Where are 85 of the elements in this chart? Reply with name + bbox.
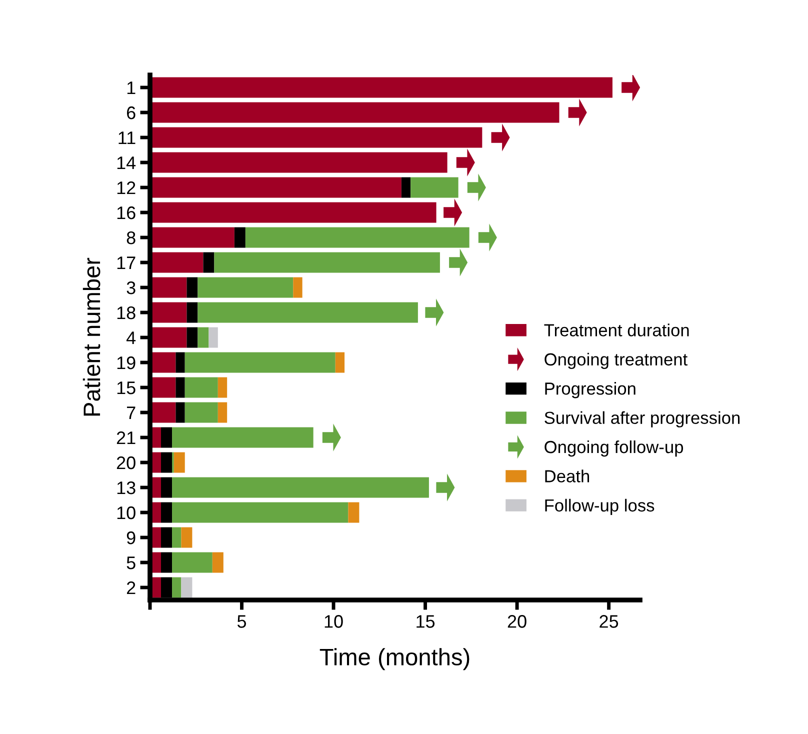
bar [184,377,218,398]
y-tick-label: 2 [126,581,136,594]
y-tick-label: 18 [117,306,136,320]
x-axis-title: Time (months) [320,648,470,670]
y-tick-label: 11 [118,132,136,144]
y-tick-label: 6 [126,106,136,120]
bar [214,252,440,273]
legend-label: Ongoing treatment [544,352,688,370]
legend-label: Treatment duration [544,324,689,336]
bar [186,302,198,323]
bar [293,277,302,298]
bar [198,277,294,298]
bar [234,227,246,248]
bar [174,452,185,473]
bar [150,352,176,373]
legend-label: Follow-up loss [545,498,654,516]
bar [348,502,360,523]
legend-label: Progression [545,382,636,398]
bar [150,152,448,173]
y-tick-label: 10 [117,506,136,520]
bar [172,477,429,498]
bar [218,402,228,423]
bar [150,327,187,348]
bar [184,402,218,423]
bar [150,277,187,298]
bar [181,577,192,598]
y-axis-title: Patient number [82,258,100,416]
bar [401,177,411,198]
bar [172,527,182,548]
y-tick-label: 13 [117,481,136,494]
bar [212,552,224,573]
bar [161,552,172,573]
bar [150,227,234,248]
bar [150,402,176,423]
bar [161,452,172,473]
x-tick-label: 25 [600,615,618,628]
y-tick-label: 9 [126,531,136,544]
y-tick-label: 20 [116,456,136,470]
bar [184,352,336,373]
y-tick-label: 1 [127,82,136,94]
legend-label: Survival after progression [544,411,740,428]
bar [150,177,402,198]
y-tick-label: 16 [117,206,136,220]
bar [172,427,314,448]
bar [198,327,209,348]
bar [150,252,204,273]
y-tick-label: 8 [126,231,136,244]
bar [161,502,172,523]
y-tick-label: 19 [117,356,136,370]
bar [172,577,182,598]
bar [181,527,192,548]
bar [161,527,172,548]
bar [218,377,228,398]
bar [203,252,214,273]
x-tick-label: 20 [508,615,526,628]
bar [208,327,218,348]
bar [161,477,172,498]
y-tick-label: 4 [126,332,136,344]
x-tick-label: 15 [416,615,435,628]
y-tick-label: 17 [117,256,136,270]
bar [176,402,185,423]
legend-label: Death [545,470,590,482]
bar [150,302,187,323]
y-tick-label: 7 [126,406,136,420]
bar [172,552,212,573]
bar [186,277,198,298]
bar [150,377,176,398]
y-tick-label: 5 [126,556,136,570]
y-tick-label: 3 [126,281,136,294]
y-tick-label: 12 [117,181,136,194]
bar [161,427,172,448]
bar [172,502,348,523]
y-tick-label: 21 [116,431,136,444]
y-tick-label: 15 [117,382,136,394]
bar [150,202,436,223]
y-tick-label: 14 [117,156,136,170]
legend-label: Ongoing follow-up [544,440,684,457]
bar [198,302,418,323]
x-tick-label: 10 [324,615,343,628]
bar [335,352,345,373]
bar [176,377,185,398]
bar [176,352,185,373]
bar [186,327,198,348]
x-tick-label: 5 [237,615,246,628]
bar [410,177,458,198]
